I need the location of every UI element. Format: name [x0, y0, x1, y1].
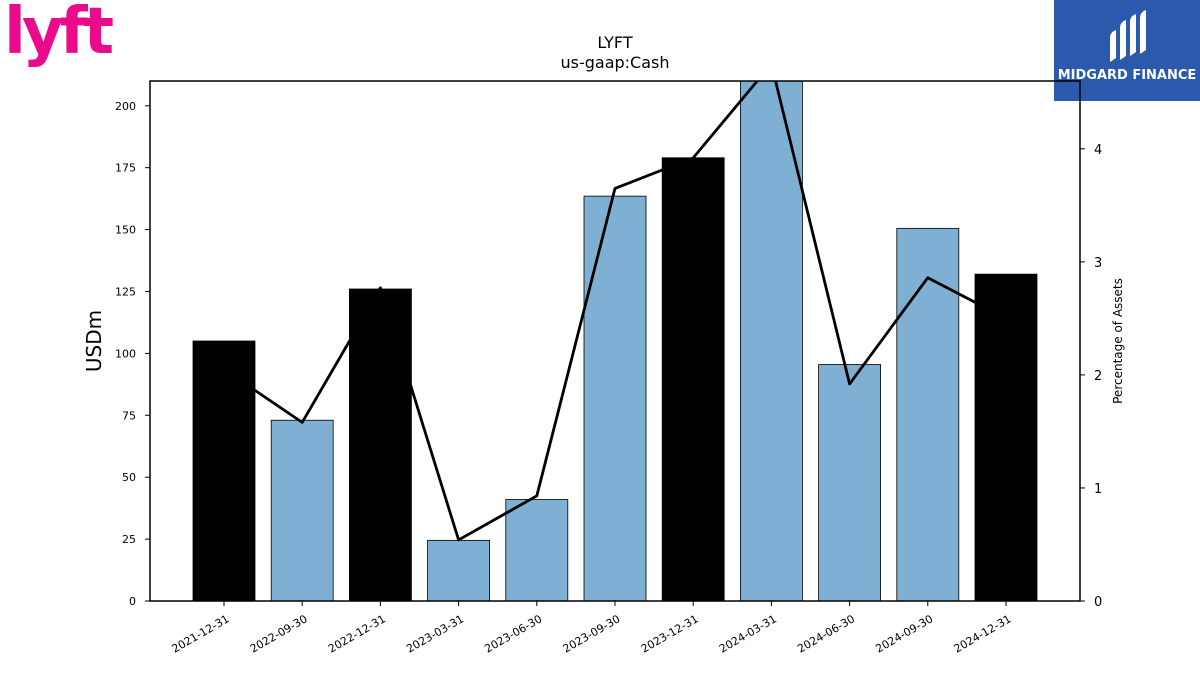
x-tick-label-2023-12-31: 2023-12-31 [639, 612, 701, 655]
lyft-logo: lyft [0, 0, 114, 80]
chart-subtitle: us-gaap:Cash [560, 53, 669, 72]
y2-tick-label-2: 2 [1094, 369, 1102, 384]
x-tick-label-2024-06-30: 2024-06-30 [795, 612, 857, 655]
y-tick-label-175: 175 [115, 162, 136, 175]
y-axis-right: 0 1 2 3 4 [1080, 143, 1102, 610]
y-axis-left: 0 25 50 75 100 125 150 175 200 [115, 100, 150, 608]
x-axis: 2021-12-31 2022-09-30 2022-12-31 2023-03-31… [170, 601, 1014, 656]
midgard-finance-logo-icon [1110, 10, 1146, 62]
y-tick-label-50: 50 [122, 471, 136, 484]
y2-tick-label-1: 1 [1094, 482, 1102, 497]
bar-2023-12-31 [661, 157, 725, 601]
y-tick-label-75: 75 [122, 409, 136, 422]
x-tick-label-2024-09-30: 2024-09-30 [873, 612, 935, 655]
bar-2023-09-30 [583, 195, 647, 601]
y2-tick-label-0: 0 [1094, 595, 1102, 610]
x-tick-label-2023-06-30: 2023-06-30 [482, 612, 544, 655]
y2-axis-label: Percentage of Assets [1111, 278, 1125, 404]
x-tick-label-2022-12-31: 2022-12-31 [326, 612, 388, 655]
y-tick-label-25: 25 [122, 533, 136, 546]
bar-2024-06-30 [818, 364, 881, 601]
y-tick-label-200: 200 [115, 100, 136, 113]
bar-2023-03-31 [427, 539, 491, 601]
y2-tick-label-3: 3 [1094, 256, 1102, 271]
bar-series [192, 81, 1038, 601]
bar-2022-09-30 [270, 419, 334, 601]
bar-2022-12-31 [348, 288, 412, 601]
midgard-finance-logo-text: MIDGARD FINANCE [1057, 68, 1197, 83]
y-tick-label-100: 100 [115, 347, 136, 360]
x-tick-label-2023-03-31: 2023-03-31 [404, 612, 466, 655]
percentage-line [223, 81, 1007, 542]
midgard-finance-logo: MIDGARD FINANCE [1054, 0, 1200, 101]
x-tick-label-2024-12-31: 2024-12-31 [952, 612, 1014, 655]
x-tick-label-2023-09-30: 2023-09-30 [561, 612, 623, 655]
y-tick-label-150: 150 [115, 224, 136, 237]
bar-2024-12-31 [974, 273, 1038, 601]
bar-2021-12-31 [192, 340, 256, 601]
lyft-logo-icon: lyft [4, 0, 114, 69]
bar-2024-09-30 [896, 227, 960, 601]
y2-tick-label-4: 4 [1094, 143, 1102, 158]
y-axis-label: USDm [82, 310, 106, 372]
x-tick-label-2024-03-31: 2024-03-31 [717, 612, 779, 655]
bar-2023-06-30 [505, 499, 569, 601]
chart-title: LYFT [597, 33, 632, 52]
x-tick-label-2022-09-30: 2022-09-30 [248, 612, 310, 655]
y-tick-label-0: 0 [129, 595, 136, 608]
bar-2024-03-31 [740, 81, 803, 601]
y-tick-label-125: 125 [115, 285, 136, 298]
x-tick-label-2021-12-31: 2021-12-31 [170, 612, 232, 655]
